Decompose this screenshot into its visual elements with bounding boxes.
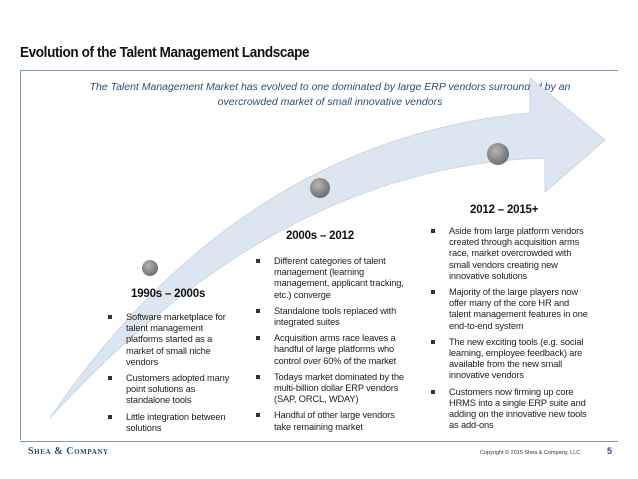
title-divider <box>20 70 618 71</box>
page-number: 5 <box>607 446 613 456</box>
list-item: Aside from large platform vendors create… <box>431 226 591 282</box>
list-item: Little integration between solutions <box>108 412 233 434</box>
era-bullets-2000s: Different categories of talent managemen… <box>256 256 404 438</box>
arrow-shape <box>49 76 606 419</box>
footer-divider <box>20 441 618 442</box>
list-item: Todays market dominated by the multi-bil… <box>256 372 404 406</box>
list-item: Standalone tools replaced with integrate… <box>256 306 404 328</box>
list-item: Customers now firming up core HRMS into … <box>431 387 591 432</box>
era-bullets-2012: Aside from large platform vendors create… <box>431 226 591 436</box>
era-bullets-1990s: Software marketplace for talent manageme… <box>108 312 233 439</box>
list-item: Software marketplace for talent manageme… <box>108 312 233 368</box>
era-label-2000s: 2000s – 2012 <box>286 230 354 242</box>
company-logo-text: Shea & Company <box>28 446 109 457</box>
left-border-line <box>20 70 21 440</box>
list-item: Different categories of talent managemen… <box>256 256 404 301</box>
era-label-2012: 2012 – 2015+ <box>470 204 539 216</box>
era-label-1990s: 1990s – 2000s <box>131 288 206 300</box>
milestone-dot-2000s <box>310 178 330 198</box>
list-item: The new exciting tools (e.g. social lear… <box>431 337 591 382</box>
list-item: Majority of the large players now offer … <box>431 287 591 332</box>
list-item: Customers adopted many point solutions a… <box>108 373 233 407</box>
copyright-text: Copyright © 2015 Shea & Company, LLC <box>480 450 581 456</box>
milestone-dot-1990s <box>142 260 158 276</box>
list-item: Acquisition arms race leaves a handful o… <box>256 333 404 367</box>
milestone-dot-2012 <box>487 143 509 165</box>
list-item: Handful of other large vendors take rema… <box>256 410 404 432</box>
slide-title: Evolution of the Talent Management Lands… <box>20 44 310 61</box>
slide-subtitle: The Talent Management Market has evolved… <box>89 81 571 108</box>
